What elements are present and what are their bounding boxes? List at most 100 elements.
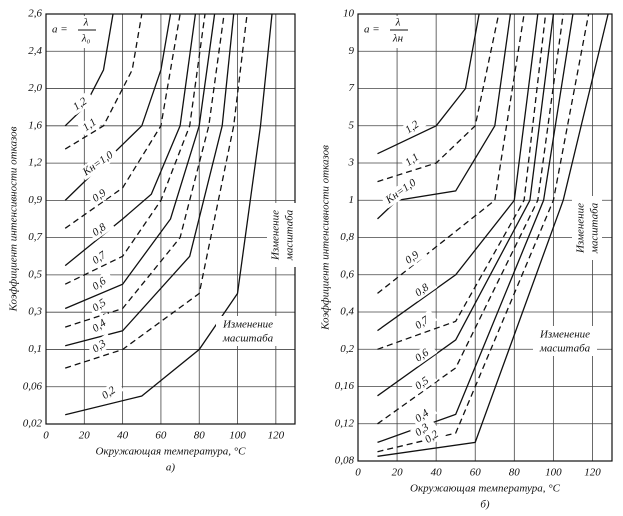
label-bg — [419, 423, 448, 448]
y-tick-label: 0,12 — [335, 417, 355, 429]
curve — [377, 13, 525, 294]
x-tick-label: 80 — [194, 430, 206, 442]
x-tick-label: 80 — [509, 467, 521, 479]
y-tick-label: 0,08 — [335, 455, 355, 467]
curve-label-group: 1,1 — [400, 146, 428, 171]
label-bg — [400, 113, 428, 139]
curve-label: Kн=1,0 — [383, 176, 419, 206]
curve-label-group: 0,8 — [87, 216, 115, 241]
annotation-line: масштаба — [222, 333, 274, 345]
curve-label-group: 0,7 — [410, 309, 438, 334]
annotation-line: масштаба — [539, 343, 591, 355]
y-tick-label: 0,4 — [340, 306, 354, 318]
curve-label-group: 0,6 — [410, 342, 438, 367]
formula-bg — [361, 16, 417, 48]
curve — [377, 13, 500, 183]
curve-label-group: 1,1 — [77, 111, 105, 137]
y-axis-label: Коэффициент интенсивности отказов — [320, 145, 332, 331]
label-bg — [87, 270, 115, 295]
label-bg — [77, 145, 120, 181]
curve-label-group: 0,5 — [410, 370, 438, 395]
curve — [65, 13, 235, 347]
annotation-line: Изменение — [222, 319, 273, 331]
y-tick-label: 1,2 — [28, 157, 42, 169]
caption: а) — [166, 462, 176, 474]
label-bg — [77, 111, 105, 137]
x-tick-label: 0 — [43, 430, 49, 442]
label-bg — [87, 312, 115, 337]
annotation-bg — [572, 196, 602, 260]
curve — [64, 13, 206, 285]
formula-den: λ₀ — [81, 33, 91, 45]
curve — [377, 13, 539, 332]
x-tick-label: 100 — [545, 467, 562, 479]
curve-label-group: 0,2 — [96, 379, 125, 404]
curve — [377, 13, 609, 457]
label-bg — [410, 416, 438, 442]
curve-label-group: 0,2 — [419, 423, 448, 448]
curve-label-group: 0,7 — [87, 244, 115, 269]
curve-label-group: 1,2 — [68, 90, 96, 116]
formula-num: λ — [83, 17, 89, 29]
x-tick-label: 0 — [355, 467, 361, 479]
y-tick-label: 5 — [349, 119, 355, 131]
annotation: Изменение масштаба — [533, 326, 597, 356]
label-bg — [68, 90, 96, 116]
curve-label-group: 0,9 — [400, 244, 428, 269]
label-bg — [87, 182, 115, 207]
x-axis-label: Окружающая температура, °С — [410, 483, 561, 495]
label-bg — [410, 402, 438, 428]
curve-label-group: 0,4 — [87, 312, 115, 337]
curve-label-group: 0,8 — [410, 276, 438, 302]
y-tick-label: 9 — [349, 45, 355, 57]
curve — [64, 13, 225, 328]
curve-label-group: 1,2 — [400, 113, 428, 139]
plot-frame — [357, 13, 613, 462]
y-tick-label: 7 — [349, 82, 355, 94]
x-axis-label: Окружающая температура, °С — [96, 446, 247, 458]
x-tick-label: 60 — [155, 430, 167, 442]
annotation-line: Изменение — [539, 329, 590, 341]
curve — [64, 13, 114, 127]
y-tick-label: 0,6 — [340, 268, 354, 280]
y-tick-label: 0,06 — [23, 380, 43, 392]
label-bg — [87, 332, 115, 358]
formula-lhs: a = — [364, 24, 380, 36]
label-bg — [96, 379, 125, 404]
y-tick-label: 1,6 — [28, 119, 42, 131]
label-bg — [410, 309, 438, 334]
curve — [377, 13, 480, 155]
curve-label-group: 0,9 — [87, 182, 115, 207]
x-tick-label: 20 — [79, 430, 91, 442]
curve — [64, 13, 248, 369]
label-bg — [410, 276, 438, 302]
x-tick-label: 120 — [584, 467, 601, 479]
label-bg — [400, 146, 428, 171]
y-tick-label: 0,5 — [28, 268, 42, 280]
y-tick-label: 0,9 — [28, 194, 42, 206]
annotation-bg — [533, 326, 597, 356]
annotation-line: Изменение — [270, 210, 282, 261]
curve — [377, 13, 555, 397]
caption: б) — [480, 499, 490, 511]
x-tick-label: 120 — [268, 430, 285, 442]
annotation-line: масштаба — [284, 209, 296, 261]
label-bg — [410, 342, 438, 367]
curve-label-group: 0,3 — [87, 332, 115, 358]
curve — [64, 13, 143, 150]
curve — [64, 13, 216, 310]
y-tick-label: 2,4 — [28, 45, 42, 57]
x-tick-label: 100 — [229, 430, 246, 442]
curve-label-group: 0,5 — [87, 291, 115, 317]
annotation-line: Изменение — [575, 203, 587, 254]
curve — [377, 13, 590, 453]
x-tick-label: 40 — [431, 467, 443, 479]
formula-lhs: a = — [52, 24, 68, 36]
y-tick-label: 2,0 — [28, 82, 42, 94]
y-tick-label: 10 — [343, 8, 355, 20]
x-tick-label: 60 — [470, 467, 482, 479]
curve-label-group: 0,6 — [87, 270, 115, 295]
x-tick-label: 20 — [392, 467, 404, 479]
